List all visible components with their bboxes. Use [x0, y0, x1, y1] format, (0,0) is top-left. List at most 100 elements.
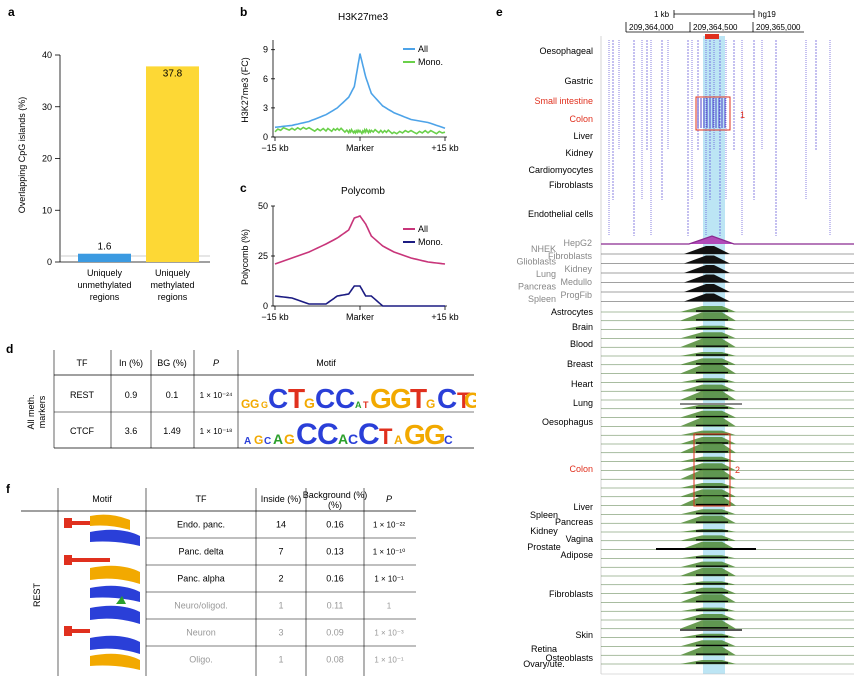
track-label: Spleen: [530, 510, 558, 520]
svg-text:C: C: [315, 383, 335, 414]
peak: [684, 293, 730, 302]
row-inside: 1: [278, 655, 283, 665]
panel-e-letter: e: [496, 5, 503, 19]
header-tf: TF: [77, 358, 88, 368]
x-tick-label: −15 kb: [261, 143, 288, 153]
track-label: Kidney: [530, 526, 558, 536]
grey-track-label: Lung: [536, 269, 556, 279]
svg-text:C: C: [444, 433, 453, 447]
row-ctcf-in: 3.6: [125, 426, 138, 436]
svg-text:C: C: [348, 431, 358, 447]
y-tick-label: 40: [42, 50, 52, 60]
category-label: Uniquely: [87, 268, 123, 278]
category-label: unmethylated: [77, 280, 131, 290]
panel-a-ylabel: Overlapping CpG islands (%): [17, 97, 27, 214]
grey-track-label: Glioblasts: [516, 257, 556, 267]
genome-label: hg19: [758, 10, 776, 19]
y-tick-label: 0: [263, 301, 268, 311]
svg-text:G: G: [250, 397, 259, 411]
track-label: Skin: [575, 630, 593, 640]
y-tick-label: 30: [42, 102, 52, 112]
series-line-all: [274, 215, 446, 265]
row-rest-tf: REST: [70, 390, 95, 400]
coord-3: 209,365,000: [756, 23, 801, 32]
panel-b-ylabel: H3K27me3 (FC): [240, 57, 250, 123]
row-p: 1 × 10⁻²²: [373, 521, 405, 530]
row-rest-in: 0.9: [125, 390, 138, 400]
row-tf: Oligo.: [189, 655, 213, 665]
row-inside: 1: [278, 601, 283, 611]
header-p: P: [213, 358, 219, 368]
track-label: Pancreas: [555, 517, 594, 527]
rest-motif-logo: G G G C T G C C A T G G T G C T G: [241, 383, 476, 414]
header-background-unit: (%): [328, 500, 342, 510]
track-label: Astrocytes: [551, 307, 594, 317]
svg-text:G: G: [426, 397, 435, 411]
track-label: Brain: [572, 322, 593, 332]
svg-text:G: G: [370, 383, 392, 414]
coord-1: 209,364,000: [629, 23, 674, 32]
track-label: Liver: [573, 131, 593, 141]
x-tick-label: +15 kb: [431, 312, 458, 322]
series-line-mono: [274, 126, 446, 136]
grey-track-label: HepG2: [563, 238, 592, 248]
grey-track-label: Medullo: [560, 277, 592, 287]
grey-track-label: Kidney: [564, 264, 592, 274]
track-label: Ovary/ute.: [523, 659, 565, 669]
row-tf: Neuro/oligod.: [174, 601, 228, 611]
svg-text:T: T: [410, 383, 427, 414]
row-inside: 7: [278, 547, 283, 557]
series-line-mono: [274, 285, 445, 307]
track-label: Oesophageal: [539, 46, 593, 56]
peak: [680, 364, 736, 374]
y-tick-label: 20: [42, 154, 52, 164]
rest-vertical-motif-logo: [64, 514, 140, 670]
svg-text:G: G: [284, 431, 295, 447]
peak: [680, 646, 736, 656]
svg-text:C: C: [264, 436, 271, 447]
legend-all-label: All: [418, 224, 428, 234]
row-ctcf-bg: 1.49: [163, 426, 181, 436]
header-in: In (%): [119, 358, 143, 368]
svg-text:C: C: [437, 383, 457, 414]
peak: [680, 417, 736, 427]
bar-value-label: 37.8: [163, 68, 183, 79]
row-group-label-line2: markers: [37, 395, 47, 428]
row-tf: Panc. delta: [178, 547, 223, 557]
panel-e-browser: e 1 kb hg19 209,364,000 209,364,500 209,…: [496, 5, 854, 675]
panel-a-chart: a Overlapping CpG islands (%) 010203040 …: [8, 5, 210, 302]
track-label: Lung: [573, 398, 593, 408]
row-inside: 3: [278, 628, 283, 638]
y-tick-label: 6: [263, 74, 268, 84]
peak: [680, 391, 736, 400]
peak: [684, 265, 730, 273]
svg-text:G: G: [241, 397, 250, 411]
x-tick-label: +15 kb: [431, 143, 458, 153]
box-1-label: 1: [740, 110, 745, 120]
header-tf: TF: [196, 494, 207, 504]
row-rest-p: 1 × 10⁻²⁴: [200, 391, 233, 400]
panel-b-letter: b: [240, 5, 247, 19]
header-motif: Motif: [92, 494, 112, 504]
svg-text:C: C: [335, 383, 355, 414]
highlight-box-1: [695, 96, 731, 131]
panel-c-ylabel: Polycomb (%): [240, 229, 250, 285]
row-ctcf-tf: CTCF: [70, 426, 94, 436]
peak: [684, 274, 730, 283]
grey-track-label: Spleen: [528, 294, 556, 304]
legend-mono-label: Mono.: [418, 237, 443, 247]
track-label: Kidney: [565, 148, 593, 158]
category-label: regions: [158, 292, 188, 302]
series-line-all: [274, 53, 446, 130]
coordinate-axis: 209,364,000 209,364,500 209,365,000: [625, 22, 804, 39]
svg-text:C: C: [358, 418, 380, 451]
scale-label: 1 kb: [654, 10, 670, 19]
y-tick-label: 10: [42, 205, 52, 215]
row-tf: Panc. alpha: [177, 574, 225, 584]
header-motif: Motif: [316, 358, 336, 368]
row-p: 1: [387, 602, 392, 611]
svg-text:G: G: [424, 419, 446, 450]
track-label: Heart: [571, 379, 594, 389]
hepg2-peak: [601, 235, 854, 245]
track-label: Retina: [531, 644, 557, 654]
